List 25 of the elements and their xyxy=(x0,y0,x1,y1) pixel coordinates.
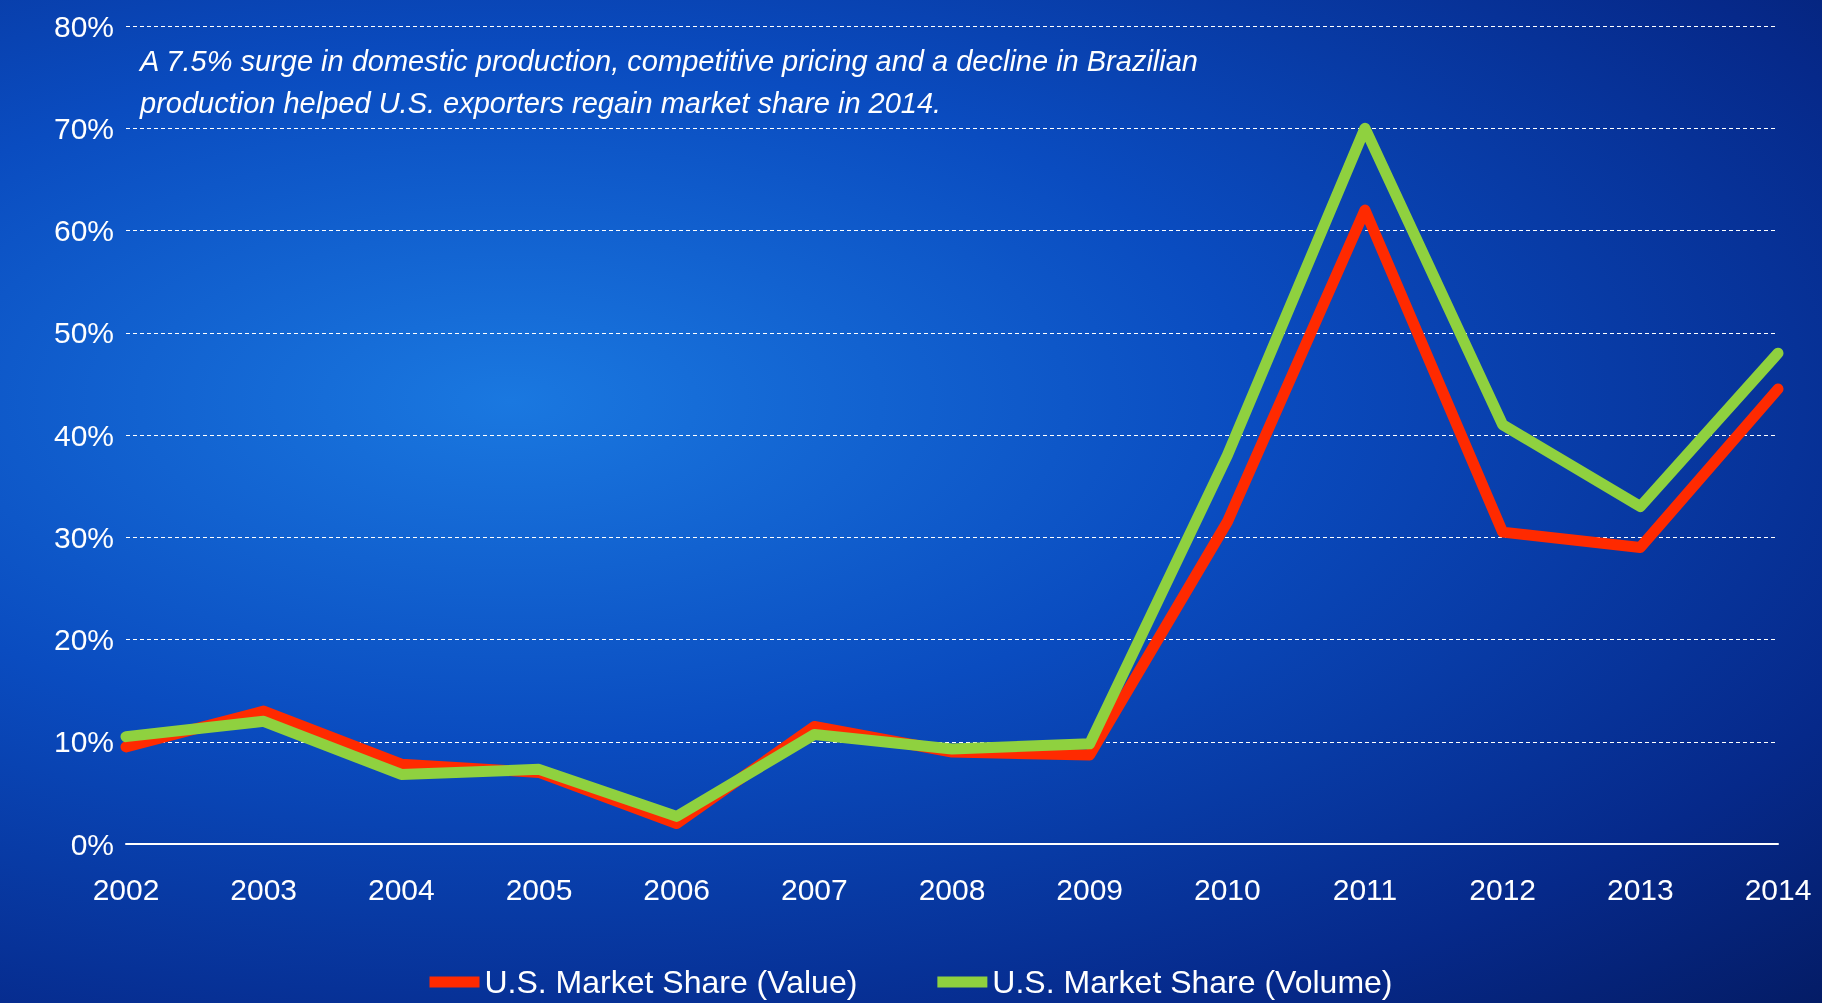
y-tick-label: 50% xyxy=(53,316,114,350)
y-tick-label: 0% xyxy=(70,827,114,861)
x-tick-label: 2007 xyxy=(780,872,848,906)
x-tick-label: 2013 xyxy=(1606,872,1674,906)
annotation: A 7.5% surge in domestic production, competitive pricing and a decline in Brazilian production helped U.S. exporters regain market share in 2014. xyxy=(138,45,1207,119)
x-tick-label: 2014 xyxy=(1744,872,1812,906)
x-tick-label: 2010 xyxy=(1193,872,1261,906)
y-tick-label: 20% xyxy=(53,623,114,656)
x-tick-label: 2011 xyxy=(1332,872,1398,906)
y-tick-label: 60% xyxy=(53,214,114,247)
x-tick-label: 2012 xyxy=(1469,872,1537,906)
y-tick-label: 70% xyxy=(53,111,114,145)
y-tick-label: 10% xyxy=(53,725,114,759)
x-tick-label: 2005 xyxy=(505,872,573,906)
y-tick-label: 80% xyxy=(53,9,114,43)
x-tick-label: 2008 xyxy=(918,872,986,906)
x-tick-label: 2003 xyxy=(230,872,298,906)
legend-label: U.S. Market Share (Value) xyxy=(484,964,858,1000)
x-tick-label: 2006 xyxy=(643,872,711,906)
x-tick-label: 2009 xyxy=(1056,872,1124,906)
x-tick-label: 2002 xyxy=(92,872,160,906)
x-tick-label: 2004 xyxy=(367,872,435,906)
legend-label: U.S. Market Share (Volume) xyxy=(992,964,1393,1000)
y-tick-label: 30% xyxy=(53,520,114,554)
y-tick-label: 40% xyxy=(53,418,114,452)
